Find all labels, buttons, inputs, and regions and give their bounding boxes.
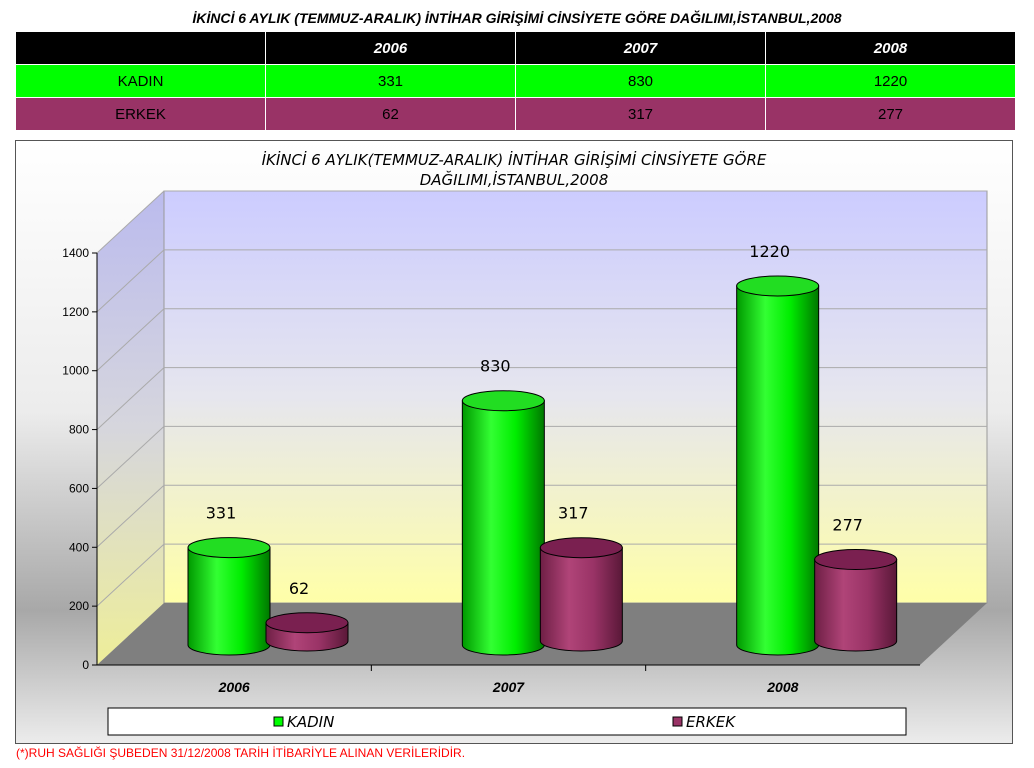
y-tick-label: 400 bbox=[69, 540, 89, 554]
bar-cylinder-top bbox=[265, 612, 349, 634]
bar-cylinder-kadin bbox=[461, 400, 545, 656]
bar-cylinder-top bbox=[461, 390, 545, 412]
bar-cylinder-top bbox=[539, 537, 623, 559]
chart-area: İKİNCİ 6 AYLIK(TEMMUZ-ARALIK) İNTİHAR Gİ… bbox=[15, 140, 1013, 744]
table-cell: 317 bbox=[515, 97, 766, 131]
table-cell: 1220 bbox=[765, 64, 1016, 98]
row-label: KADIN bbox=[15, 64, 266, 98]
row-label: ERKEK bbox=[15, 97, 266, 131]
legend-label: KADIN bbox=[287, 713, 334, 731]
back-wall bbox=[163, 190, 988, 604]
bar-cylinder-kadin bbox=[736, 285, 820, 656]
table-header-row: 2006 2007 2008 bbox=[15, 31, 1016, 65]
bar-cylinder-erkek bbox=[539, 547, 623, 652]
data-label: 331 bbox=[206, 504, 237, 523]
legend: KADIN ERKEK bbox=[107, 707, 907, 736]
bar-cylinder-kadin bbox=[187, 547, 271, 656]
table-cell: 277 bbox=[765, 97, 1016, 131]
table-header-cell: 2006 bbox=[265, 31, 516, 65]
table-row: ERKEK 62 317 277 bbox=[15, 97, 1016, 131]
gridline bbox=[96, 484, 165, 548]
x-tick-label: 2006 bbox=[218, 679, 250, 695]
gridline bbox=[96, 249, 165, 313]
y-tick-label: 600 bbox=[69, 481, 89, 495]
table-header-cell bbox=[15, 31, 266, 65]
table-cell: 62 bbox=[265, 97, 516, 131]
data-label: 1220 bbox=[749, 242, 790, 261]
data-label: 62 bbox=[289, 579, 309, 598]
chart-title: İKİNCİ 6 AYLIK(TEMMUZ-ARALIK) İNTİHAR Gİ… bbox=[262, 150, 767, 169]
gridline bbox=[96, 426, 165, 489]
legend-swatch-kadin bbox=[273, 716, 284, 727]
chart-svg: İKİNCİ 6 AYLIK(TEMMUZ-ARALIK) İNTİHAR Gİ… bbox=[62, 150, 988, 736]
y-tick-label: 0 bbox=[82, 658, 89, 672]
y-tick-label: 1400 bbox=[62, 246, 89, 260]
y-tick-label: 1000 bbox=[62, 364, 89, 378]
bar-cylinder-top bbox=[814, 548, 898, 570]
legend-label: ERKEK bbox=[686, 713, 736, 731]
side-wall bbox=[97, 191, 164, 665]
bar-cylinder-top bbox=[187, 537, 271, 559]
table-header-cell: 2008 bbox=[765, 31, 1016, 65]
legend-swatch-erkek bbox=[672, 716, 683, 727]
gridline bbox=[96, 308, 165, 372]
chart-title: DAĞILIMI,İSTANBUL,2008 bbox=[420, 170, 609, 189]
y-tick-label: 1200 bbox=[62, 305, 89, 319]
data-label: 317 bbox=[558, 504, 589, 523]
plot-group: 0 200 400 600 800 1000 1200 1400 2006 331 62 2007 83… bbox=[62, 190, 988, 695]
bar-cylinder-erkek bbox=[814, 558, 898, 652]
data-table: 2006 2007 2008 KADIN 331 830 1220 ERKEK … bbox=[15, 31, 1016, 131]
data-label: 277 bbox=[832, 515, 863, 534]
page-title: İKİNCİ 6 AYLIK (TEMMUZ-ARALIK) İNTİHAR G… bbox=[192, 10, 842, 26]
data-label: 830 bbox=[480, 357, 511, 376]
gridline bbox=[96, 190, 165, 254]
table-cell: 331 bbox=[265, 64, 516, 98]
x-tick-label: 2007 bbox=[492, 679, 525, 695]
y-tick-label: 200 bbox=[69, 599, 89, 613]
gridline bbox=[96, 367, 165, 430]
bar-cylinder-top bbox=[736, 275, 820, 297]
legend-box bbox=[107, 707, 907, 736]
y-tick-label: 800 bbox=[69, 423, 89, 437]
table-header-cell: 2007 bbox=[515, 31, 766, 65]
table-row: KADIN 331 830 1220 bbox=[15, 64, 1016, 98]
x-tick-label: 2008 bbox=[766, 679, 798, 695]
table-cell: 830 bbox=[515, 64, 766, 98]
footnote: (*)RUH SAĞLIĞI ŞUBEDEN 31/12/2008 TARİH … bbox=[16, 746, 466, 760]
gridline bbox=[96, 543, 165, 607]
